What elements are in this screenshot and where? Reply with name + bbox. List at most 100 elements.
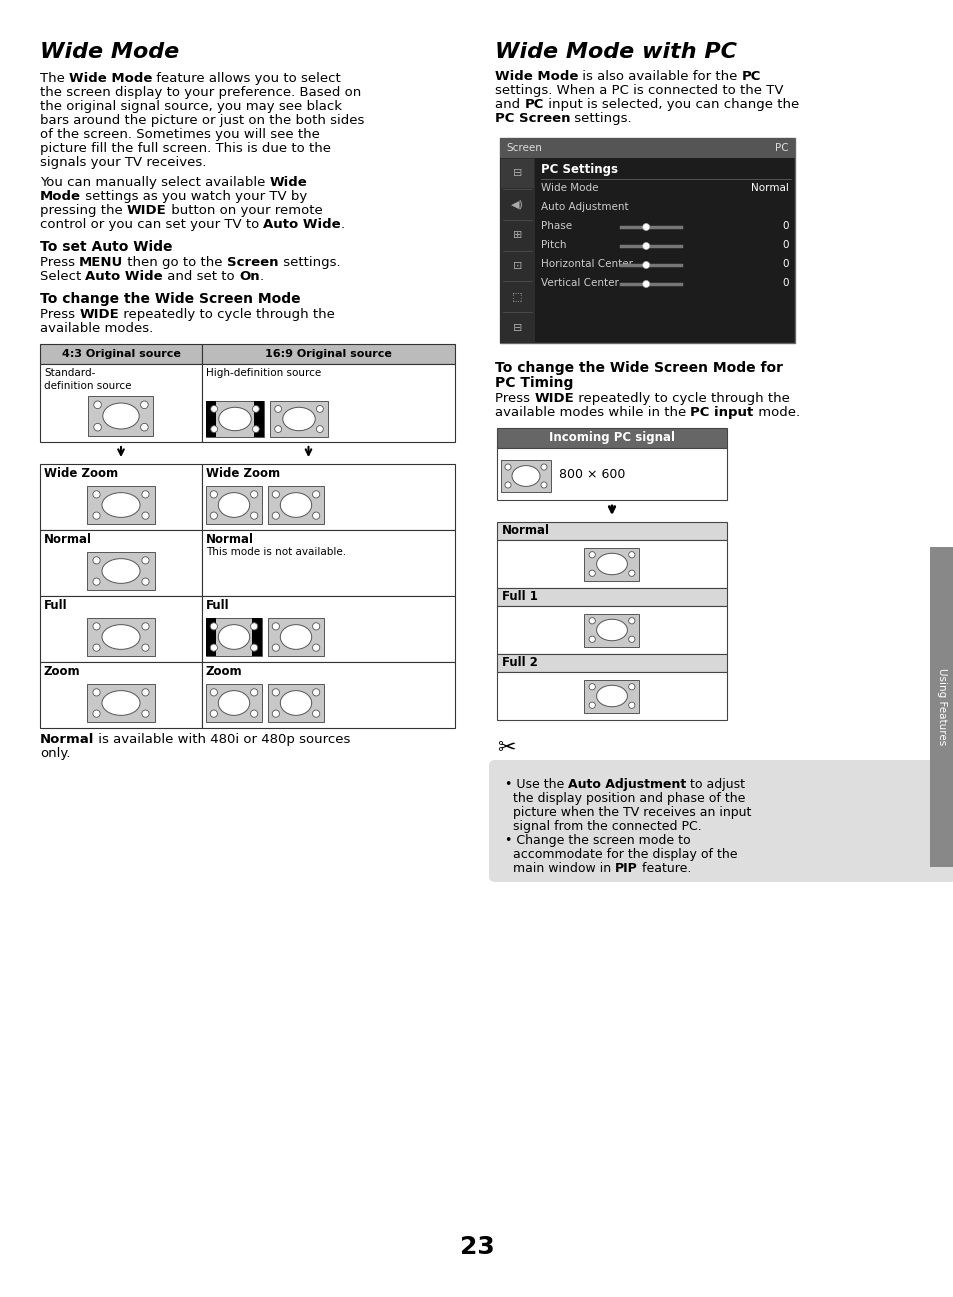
Text: WIDE: WIDE [127,204,167,217]
Text: ⊡: ⊡ [513,261,521,271]
Bar [929,547,953,866]
Text: is available with 480i or 480p sources: is available with 480i or 480p sources [94,733,351,746]
Circle shape [272,623,279,630]
Text: the display position and phase of the: the display position and phase of the [504,792,744,805]
Text: Wide Zoom: Wide Zoom [44,467,118,480]
Circle shape [210,490,217,498]
Bar [499,137,794,342]
Text: mode.: mode. [753,406,799,419]
Bar [253,401,264,437]
Circle shape [251,490,257,498]
Text: Wide Mode: Wide Mode [40,42,179,62]
Text: is also available for the: is also available for the [578,70,741,83]
Ellipse shape [102,559,140,584]
Text: Standard-
definition source: Standard- definition source [44,368,132,392]
Circle shape [92,490,100,498]
Circle shape [628,571,635,576]
Circle shape [504,482,511,488]
Text: MENU: MENU [79,256,123,268]
Text: signals your TV receives.: signals your TV receives. [40,156,206,169]
Text: feature allows you to select: feature allows you to select [152,73,341,86]
Bar [202,661,455,728]
Text: PC input: PC input [690,406,753,419]
Ellipse shape [280,690,312,716]
Bar [202,464,455,530]
Text: PC: PC [524,99,543,112]
Text: signal from the connected PC.: signal from the connected PC. [504,820,701,833]
Ellipse shape [282,407,314,431]
Text: Mode: Mode [40,189,81,204]
Bar [206,617,215,656]
Bar [206,401,215,437]
Text: To change the Wide Screen Mode: To change the Wide Screen Mode [40,292,300,306]
Bar [40,661,202,728]
Circle shape [92,512,100,519]
Circle shape [588,684,595,690]
Bar [202,530,455,597]
Text: Wide Mode with PC: Wide Mode with PC [495,42,737,62]
Circle shape [210,645,217,651]
Text: Using Features: Using Features [936,668,946,746]
Text: and set to: and set to [163,270,239,283]
Text: This mode is not available.: This mode is not available. [206,547,346,556]
Text: Full 1: Full 1 [501,590,537,603]
Text: accommodate for the display of the: accommodate for the display of the [504,848,737,861]
Text: 800 × 600: 800 × 600 [558,467,625,480]
Circle shape [92,645,100,651]
Circle shape [210,689,217,696]
Circle shape [211,425,217,432]
Text: PC: PC [741,70,760,83]
Ellipse shape [280,625,312,650]
Text: You can manually select available: You can manually select available [40,176,270,189]
Text: Vertical Center: Vertical Center [540,278,618,288]
Ellipse shape [102,625,140,650]
Bar [40,530,202,597]
Bar [87,553,154,590]
Text: and: and [495,99,524,112]
Bar [206,617,262,656]
Bar [87,684,154,722]
Circle shape [313,512,319,519]
Text: settings as you watch your TV by: settings as you watch your TV by [81,189,307,204]
Circle shape [588,551,595,558]
Circle shape [274,425,281,432]
Bar [497,521,726,540]
Circle shape [316,425,323,432]
Ellipse shape [596,554,627,575]
Text: ⊟: ⊟ [513,323,521,332]
Text: Press: Press [40,307,79,320]
Circle shape [251,709,257,717]
Text: Wide Mode: Wide Mode [495,70,578,83]
Bar [497,606,726,654]
Text: Auto Adjustment: Auto Adjustment [540,202,628,211]
Circle shape [588,702,595,708]
Bar [206,486,262,524]
Text: settings.: settings. [570,112,632,125]
Circle shape [540,464,546,470]
Circle shape [142,645,149,651]
Ellipse shape [596,685,627,707]
Text: • Change the screen mode to: • Change the screen mode to [504,834,690,847]
Circle shape [313,490,319,498]
Text: Screen: Screen [505,143,541,153]
Circle shape [642,280,649,288]
Bar [206,684,262,722]
Ellipse shape [218,407,251,431]
Text: Normal: Normal [750,183,788,193]
Text: PC Screen: PC Screen [495,112,570,125]
Circle shape [211,406,217,412]
Circle shape [140,401,148,409]
Bar [500,220,534,249]
Circle shape [210,623,217,630]
Circle shape [251,689,257,696]
FancyBboxPatch shape [489,760,953,882]
Text: Screen: Screen [227,256,278,268]
Ellipse shape [218,690,250,716]
Text: Pitch: Pitch [540,240,566,250]
Text: PIP: PIP [615,863,638,875]
Text: Normal: Normal [206,533,253,546]
Bar [497,428,726,447]
Bar [202,344,455,364]
Text: Incoming PC signal: Incoming PC signal [548,432,675,445]
Text: Normal: Normal [501,524,550,537]
